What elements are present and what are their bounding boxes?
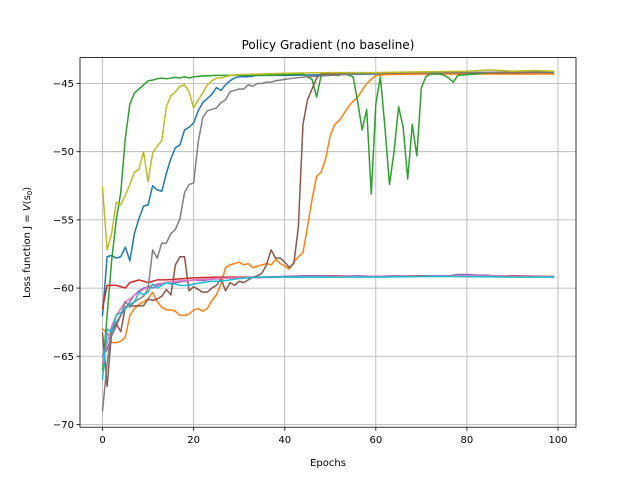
x-tick-label: 0	[99, 435, 105, 446]
y-tick-label: −55	[53, 215, 74, 226]
series-lines	[101, 69, 555, 412]
y-tick-label: −50	[53, 147, 74, 158]
y-axis-label: Loss function J = V(s0)	[22, 187, 34, 298]
y-axis-label-arg: (s	[22, 195, 33, 204]
axis-ticks: 0 20 40 60 80 100 −70 −65 −60 −55 −50 −45	[53, 79, 568, 446]
y-tick-label: −65	[53, 352, 74, 363]
series-line-8	[101, 71, 555, 412]
x-tick-label: 60	[369, 435, 382, 446]
series-line-2	[101, 73, 555, 344]
y-tick-label: −60	[53, 284, 74, 295]
plot-frame	[79, 57, 577, 428]
x-tick-label: 80	[461, 435, 474, 446]
x-tick-label: 40	[278, 435, 291, 446]
x-tick-label: 20	[187, 435, 200, 446]
y-axis-label-close: )	[22, 187, 33, 191]
chart-title: Policy Gradient (no baseline)	[242, 38, 415, 52]
series-line-9	[101, 69, 555, 251]
y-axis-label-sub: 0	[26, 191, 34, 195]
series-line-10	[101, 275, 555, 381]
x-tick-label: 100	[548, 435, 567, 446]
grid	[80, 57, 576, 428]
y-tick-label: −45	[53, 79, 74, 90]
y-tick-label: −70	[53, 420, 74, 431]
y-axis-label-prefix: Loss function J =	[22, 211, 33, 298]
y-axis-label-func: V	[22, 203, 33, 211]
x-axis-label: Epochs	[310, 458, 346, 469]
series-line-6	[101, 71, 555, 388]
